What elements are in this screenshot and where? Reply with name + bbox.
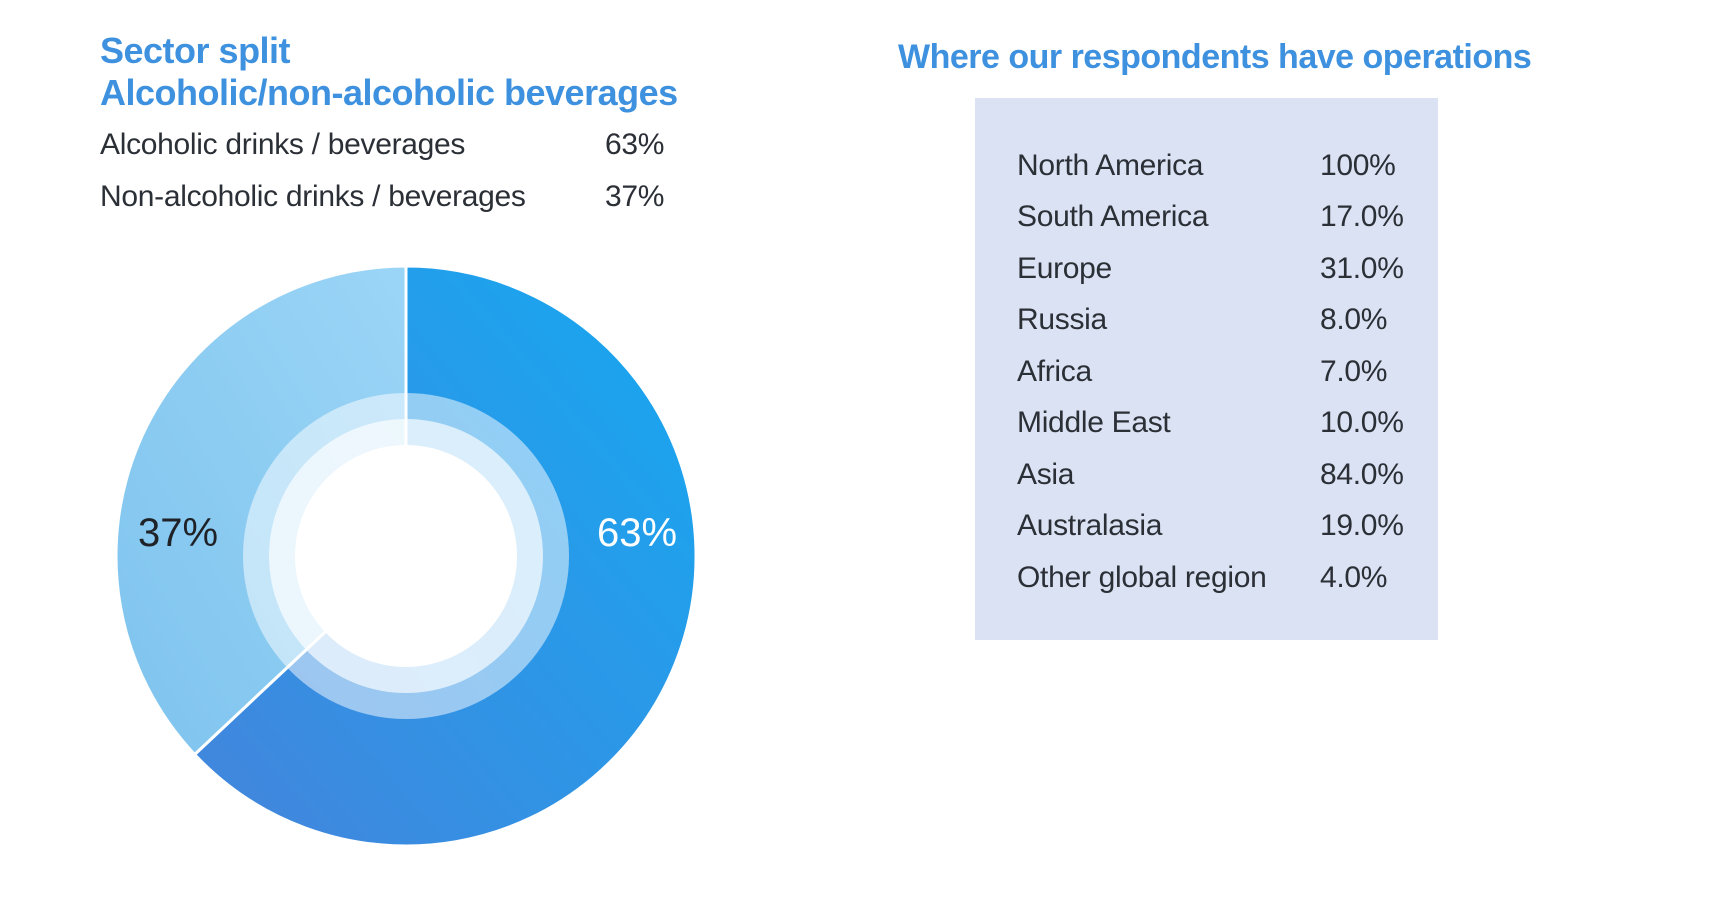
table-row: Australasia 19.0% (1017, 501, 1438, 553)
region-label: Other global region (1017, 560, 1267, 594)
region-value: 100% (1320, 148, 1396, 182)
legend-row-non-alcoholic: Non-alcoholic drinks / beverages 37% (100, 180, 720, 232)
region-value: 31.0% (1320, 251, 1404, 285)
operations-panel: North America 100% South America 17.0% E… (975, 98, 1438, 640)
region-value: 8.0% (1320, 303, 1388, 337)
donut-center-hole (295, 445, 517, 667)
legend-value-alcoholic: 63% (605, 128, 665, 161)
slice-label-non-alcoholic: 37% (138, 511, 218, 555)
region-value: 17.0% (1320, 200, 1404, 234)
table-row: Other global region 4.0% (1017, 552, 1438, 604)
table-row: North America 100% (1017, 140, 1438, 192)
region-label: Russia (1017, 303, 1107, 337)
sector-split-title-line1: Sector split (100, 30, 291, 71)
region-value: 10.0% (1320, 406, 1404, 440)
region-value: 4.0% (1320, 560, 1388, 594)
sector-split-title-line2: Alcoholic/non-alcoholic beverages (100, 71, 678, 113)
donut-chart-svg: 63% 37% (114, 264, 698, 848)
table-row: Europe 31.0% (1017, 243, 1438, 295)
region-label: North America (1017, 148, 1204, 182)
sector-split-legend: Alcoholic drinks / beverages 63% Non-alc… (100, 128, 720, 232)
region-label: Africa (1017, 354, 1092, 388)
region-label: Middle East (1017, 406, 1171, 440)
table-row: Africa 7.0% (1017, 346, 1438, 398)
table-row: Middle East 10.0% (1017, 398, 1438, 450)
slice-label-alcoholic: 63% (597, 511, 677, 555)
table-row: Russia 8.0% (1017, 295, 1438, 347)
sector-split-title: Sector split Alcoholic/non-alcoholic bev… (100, 30, 720, 114)
donut-chart: 63% 37% (114, 264, 698, 848)
region-label: Asia (1017, 457, 1075, 491)
region-label: Australasia (1017, 509, 1163, 543)
region-label: South America (1017, 200, 1209, 234)
region-label: Europe (1017, 251, 1112, 285)
legend-label-alcoholic: Alcoholic drinks / beverages (100, 128, 466, 161)
legend-value-non-alcoholic: 37% (605, 180, 665, 213)
table-row: South America 17.0% (1017, 192, 1438, 244)
legend-row-alcoholic: Alcoholic drinks / beverages 63% (100, 128, 720, 180)
operations-heading: Where our respondents have operations (898, 38, 1532, 76)
region-value: 19.0% (1320, 509, 1404, 543)
table-row: Asia 84.0% (1017, 449, 1438, 501)
legend-label-non-alcoholic: Non-alcoholic drinks / beverages (100, 180, 526, 213)
region-value: 7.0% (1320, 354, 1388, 388)
region-value: 84.0% (1320, 457, 1404, 491)
